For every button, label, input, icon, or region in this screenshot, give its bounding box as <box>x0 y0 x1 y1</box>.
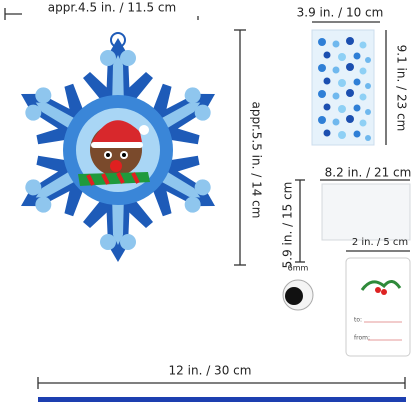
dimension-label: 2 in. / 5 cm <box>352 237 408 248</box>
sticker-sheet <box>311 29 375 146</box>
tag-text: from: <box>354 335 370 342</box>
dimension-label: 5.9 in. / 15 cm <box>281 182 295 269</box>
dimension-label: 12 in. / 30 cm <box>169 364 252 378</box>
dimension-label: appr.4.5 in. / 11.5 cm <box>48 1 176 15</box>
ribbon <box>38 397 406 402</box>
gift-tag: to: from: <box>345 257 411 357</box>
dimension-label: 8.2 in. / 21 cm <box>325 166 412 180</box>
dimension-label: 6mm <box>288 264 309 273</box>
snowflake <box>3 32 233 262</box>
dimension-label: appr.5.5 in. / 14 cm <box>250 102 264 219</box>
googly-eye <box>282 279 314 311</box>
bag <box>321 183 411 241</box>
dimension-label: 9.1 in. / 23 cm <box>395 45 409 132</box>
tag-text: to: <box>354 317 362 324</box>
dimension-label: 3.9 in. / 10 cm <box>297 6 384 20</box>
